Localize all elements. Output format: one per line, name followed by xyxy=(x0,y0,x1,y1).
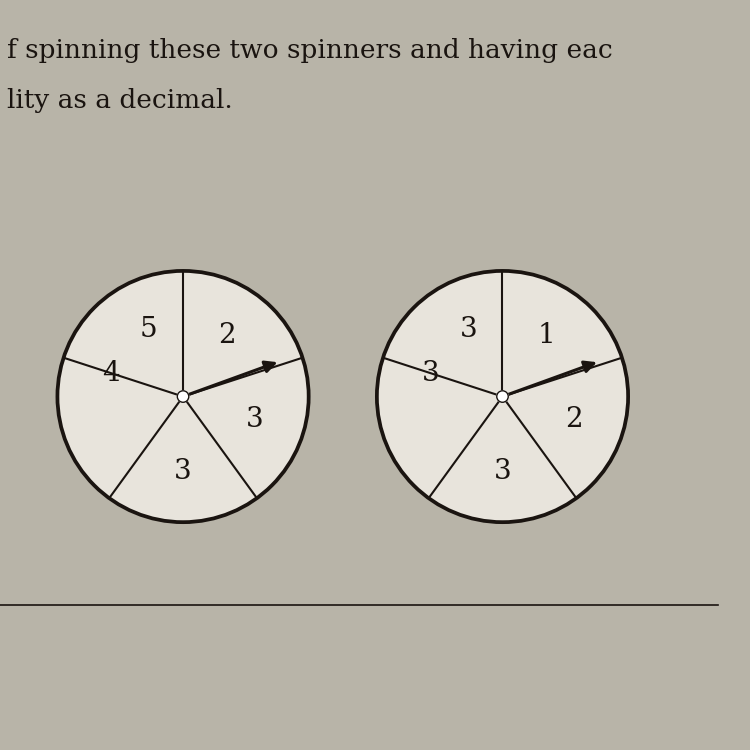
Text: 3: 3 xyxy=(460,316,477,343)
Text: 3: 3 xyxy=(422,360,439,387)
Circle shape xyxy=(177,391,189,402)
Text: 1: 1 xyxy=(538,322,556,349)
Text: 5: 5 xyxy=(140,316,158,343)
Text: 4: 4 xyxy=(103,360,120,387)
Circle shape xyxy=(376,271,628,522)
Text: 3: 3 xyxy=(174,458,192,485)
Text: 2: 2 xyxy=(218,322,236,349)
Circle shape xyxy=(496,391,508,402)
Circle shape xyxy=(58,271,309,522)
Text: 3: 3 xyxy=(246,406,263,433)
Text: 3: 3 xyxy=(494,458,512,485)
Text: 2: 2 xyxy=(566,406,583,433)
Text: f spinning these two spinners and having eac: f spinning these two spinners and having… xyxy=(8,38,613,62)
Text: lity as a decimal.: lity as a decimal. xyxy=(8,88,233,112)
